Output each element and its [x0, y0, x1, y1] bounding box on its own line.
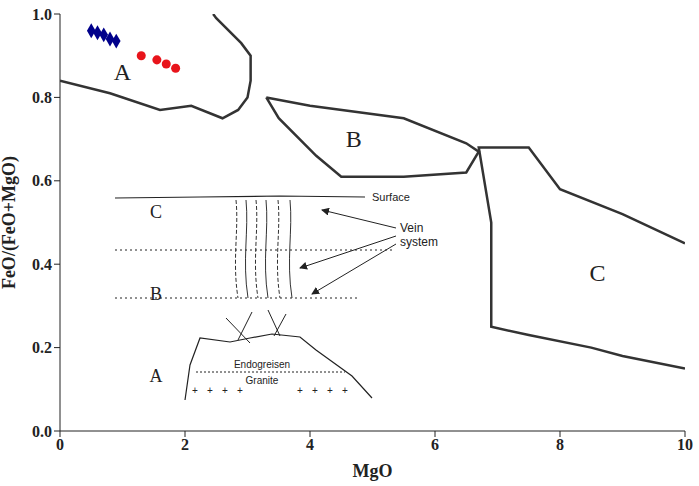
- svg-text:1.0: 1.0: [32, 6, 52, 23]
- svg-text:0.6: 0.6: [32, 172, 52, 189]
- svg-text:Granite: Granite: [246, 375, 279, 386]
- svg-text:A: A: [114, 59, 132, 85]
- svg-text:0: 0: [56, 436, 64, 453]
- svg-text:B: B: [150, 284, 162, 304]
- svg-text:+: +: [342, 385, 348, 396]
- svg-text:+: +: [207, 385, 213, 396]
- svg-text:+: +: [312, 385, 318, 396]
- svg-text:Endogreisen: Endogreisen: [234, 359, 290, 370]
- svg-text:+: +: [297, 385, 303, 396]
- svg-text:+: +: [237, 385, 243, 396]
- svg-text:+: +: [327, 385, 333, 396]
- svg-text:MgO: MgO: [353, 461, 393, 481]
- svg-text:FeO/(FeO+MgO): FeO/(FeO+MgO): [0, 156, 20, 289]
- svg-text:C: C: [589, 260, 605, 286]
- svg-text:+: +: [222, 385, 228, 396]
- svg-text:B: B: [346, 126, 362, 152]
- svg-text:0.4: 0.4: [32, 256, 52, 273]
- svg-text:0.0: 0.0: [32, 423, 52, 440]
- svg-text:8: 8: [556, 436, 564, 453]
- svg-text:6: 6: [431, 436, 439, 453]
- svg-text:Veinsystem: Veinsystem: [400, 221, 438, 249]
- svg-text:4: 4: [306, 436, 314, 453]
- svg-text:2: 2: [181, 436, 189, 453]
- svg-text:Surface: Surface: [372, 191, 410, 203]
- svg-text:A: A: [150, 366, 163, 386]
- svg-text:10: 10: [677, 436, 693, 453]
- svg-text:0.8: 0.8: [32, 89, 52, 106]
- svg-text:C: C: [150, 202, 162, 222]
- svg-text:0.2: 0.2: [32, 339, 52, 356]
- svg-text:+: +: [192, 385, 198, 396]
